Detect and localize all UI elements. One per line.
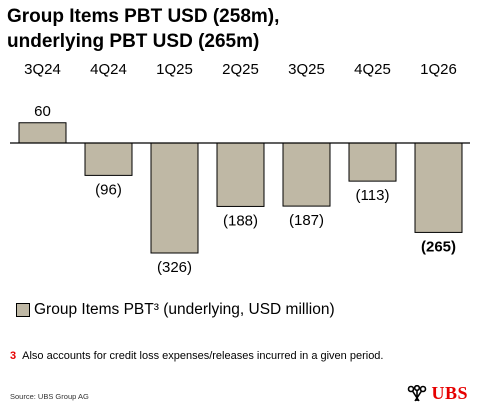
category-label-1Q25: 1Q25 [156, 61, 193, 78]
bar-1Q25 [150, 142, 199, 254]
legend-swatch [16, 303, 30, 317]
category-label-3Q24: 3Q24 [24, 61, 61, 78]
keys-icon [408, 384, 427, 401]
bar-4Q25 [348, 142, 397, 182]
source-note: Source: UBS Group AG [10, 392, 89, 401]
category-label-4Q25: 4Q25 [354, 61, 391, 78]
bar-2Q25 [216, 142, 265, 207]
logo-wordmark: UBS [431, 383, 468, 403]
data-label-1Q25: (326) [157, 259, 192, 276]
category-label-4Q24: 4Q24 [90, 61, 127, 78]
ubs-logo: UBS [407, 383, 468, 404]
bar-4Q24 [84, 142, 133, 176]
legend: Group Items PBT³ (underlying, USD millio… [16, 301, 335, 319]
data-label-2Q25: (188) [223, 212, 258, 229]
bar-chart: 3Q24 4Q24 1Q25 2Q25 3Q25 4Q25 1Q26 60 (96) (326) (… [10, 61, 470, 276]
category-label-3Q25: 3Q25 [288, 61, 325, 78]
data-label-1Q26: (265) [421, 238, 456, 255]
data-label-3Q24: 60 [34, 103, 51, 120]
bar-3Q24 [18, 122, 67, 144]
footnote: 3 Also accounts for credit loss expenses/… [10, 349, 383, 363]
legend-label: Group Items PBT³ (underlying, USD millio… [34, 301, 335, 318]
footnote-number: 3 [10, 350, 17, 362]
chart-title-line-2: underlying PBT USD (265m) [7, 31, 260, 52]
bar-3Q25 [282, 142, 331, 207]
category-label-2Q25: 2Q25 [222, 61, 259, 78]
data-label-3Q25: (187) [289, 212, 324, 229]
footnote-text: Also accounts for credit loss expenses/r… [22, 350, 384, 362]
category-label-1Q26: 1Q26 [420, 61, 457, 78]
chart-title: Group Items PBT USD (258m), underlying P… [7, 4, 467, 54]
chart-title-line-1: Group Items PBT USD (258m), [7, 6, 280, 27]
bar-1Q26 [414, 142, 463, 233]
data-label-4Q25: (113) [356, 187, 390, 204]
data-label-4Q24: (96) [95, 181, 122, 198]
